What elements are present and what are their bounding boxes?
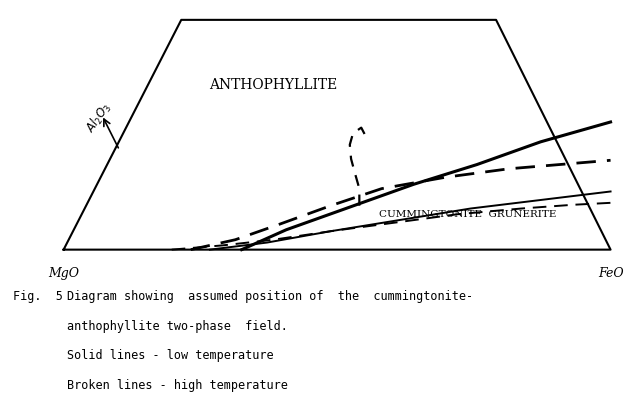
Text: FeO: FeO xyxy=(598,267,623,280)
Text: Solid lines - low temperature: Solid lines - low temperature xyxy=(67,349,273,362)
Text: Broken lines - high temperature: Broken lines - high temperature xyxy=(67,379,287,392)
Text: MgO: MgO xyxy=(48,267,79,280)
Text: ANTHOPHYLLITE: ANTHOPHYLLITE xyxy=(209,78,338,92)
Text: $Al_2O_3$: $Al_2O_3$ xyxy=(83,99,114,136)
Text: anthophyllite two-phase  field.: anthophyllite two-phase field. xyxy=(67,320,287,333)
Text: CUMMINGTONITE  GRUNERITE: CUMMINGTONITE GRUNERITE xyxy=(379,210,556,219)
Text: Fig.  5: Fig. 5 xyxy=(13,290,62,303)
Text: Diagram showing  assumed position of  the  cummingtonite-: Diagram showing assumed position of the … xyxy=(67,290,473,303)
